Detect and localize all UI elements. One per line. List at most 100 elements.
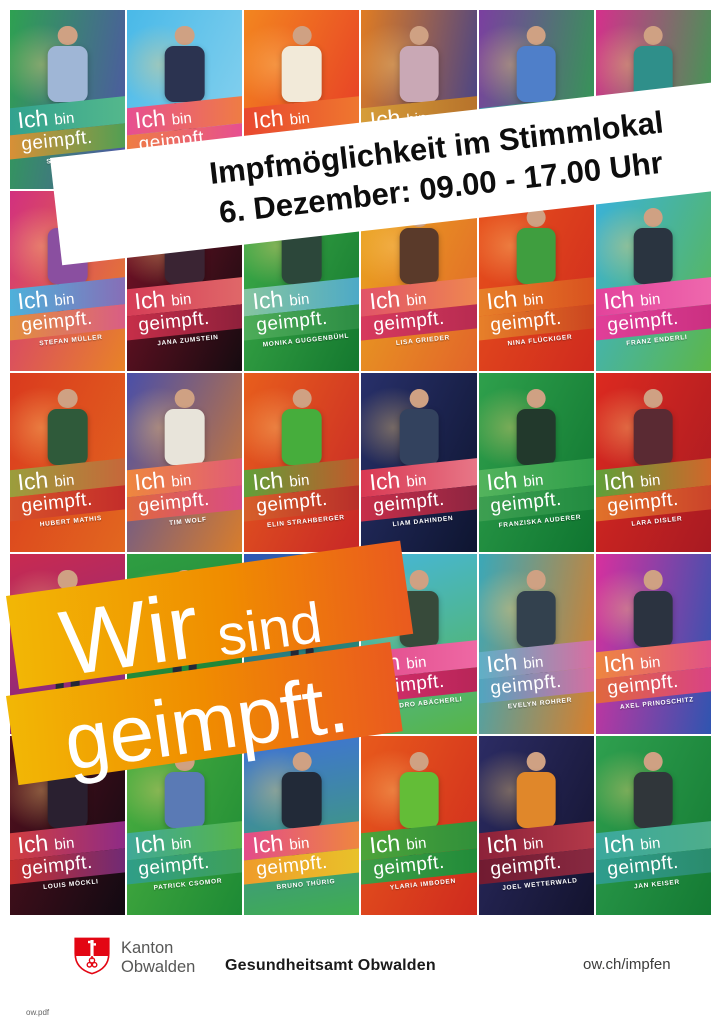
label-word-bin: bin [405,834,427,854]
person-torso [282,46,322,103]
ich-bin-geimpft-label: Ich bin geimpft. HUBERT MATHIS [10,458,126,532]
person-head [526,570,546,590]
person-head [643,751,664,771]
label-word-bin: bin [522,290,545,310]
person-head [175,26,195,46]
label-word-bin: bin [639,834,662,854]
label-word-ich: Ich [485,466,519,496]
person-head [409,570,429,590]
corner-filename-text: ow.pdf [26,1008,50,1017]
label-word-bin: bin [170,290,193,310]
label-word-bin: bin [522,472,545,492]
ich-bin-geimpft-label: Ich bin geimpft. YLARIA IMBODEN [361,820,477,895]
person-head [292,26,312,46]
label-word-ich: Ich [485,829,519,859]
person-torso [399,227,439,284]
person-head [643,26,664,46]
label-word-ich: Ich [16,466,50,496]
label-word-bin: bin [53,109,76,129]
kanton-obwalden-logo-icon [74,937,110,975]
person-torso [47,409,88,466]
person-tile: Ich bin geimpft. LIAM DAHINDEN [361,372,477,553]
ich-bin-geimpft-label: Ich bin geimpft. LISA GRIEDER [361,276,477,351]
person-torso [282,409,322,466]
person-tile: Ich bin geimpft. JOEL WETTERWALD [478,735,594,915]
canton-name-line-1: Kanton [121,939,174,957]
label-word-bin: bin [405,290,427,310]
ich-bin-geimpft-label: Ich bin geimpft. JANA ZUMSTEIN [127,276,243,351]
person-head [409,388,429,409]
ich-bin-geimpft-label: Ich bin geimpft. ELIN STRAHBERGER [244,458,360,532]
label-word-ich: Ich [16,103,50,134]
person-torso [516,227,556,284]
ich-bin-geimpft-label: Ich bin geimpft. JOEL WETTERWALD [478,820,594,895]
footer: Kanton Obwalden Gesundheitsamt Obwalden … [0,930,721,990]
label-word-bin: bin [288,834,310,854]
ich-bin-geimpft-label: Ich bin geimpft. LIAM DAHINDEN [361,458,477,532]
person-tile: Ich bin geimpft. EVELYN ROHRER [478,554,594,734]
person-torso [633,771,674,828]
person-head [57,388,78,409]
headline-word-sind: sind [213,590,326,669]
person-tile: Ich bin geimpft. LARA DISLER [595,372,711,553]
person-tile: Ich bin geimpft. BRUNO THÜRIG [244,735,360,915]
label-word-bin: bin [288,472,310,492]
canton-name: Kanton Obwalden [121,939,195,978]
person-head [409,751,429,771]
person-head [292,751,312,771]
person-torso [633,227,674,284]
label-word-ich: Ich [602,285,636,315]
person-tile: Ich bin geimpft. HUBERT MATHIS [10,372,126,553]
label-word-ich: Ich [367,829,402,859]
person-torso [399,46,439,103]
ich-bin-geimpft-label: Ich bin geimpft. LOUIS MÖCKLI [10,820,126,895]
label-word-bin: bin [288,290,310,310]
label-word-ich: Ich [16,285,50,315]
label-word-ich: Ich [250,829,285,859]
person-tile: Ich bin geimpft. SIMON KOCH [10,10,126,190]
label-word-bin: bin [522,834,545,854]
label-word-bin: bin [170,834,193,854]
person-torso [633,409,674,466]
label-word-bin: bin [639,653,662,673]
person-torso [516,46,556,103]
ich-bin-geimpft-label: Ich bin geimpft. AXEL PRINOSCHITZ [595,639,711,714]
label-word-ich: Ich [133,103,168,134]
ich-bin-geimpft-label: Ich bin geimpft. JAN KEISER [595,820,711,895]
label-word-ich: Ich [250,466,285,496]
person-tile: Ich bin geimpft. FRANZ ENDERLI [595,191,711,371]
person-torso [282,771,322,828]
label-word-ich: Ich [133,466,167,496]
person-head [292,388,312,409]
label-word-ich: Ich [602,829,636,859]
ich-bin-geimpft-label: Ich bin geimpft. BRUNO THÜRIG [244,820,360,895]
person-torso [399,771,439,828]
label-word-bin: bin [639,472,662,492]
label-word-bin: bin [53,290,76,310]
label-word-ich: Ich [133,829,167,859]
person-tile: Ich bin geimpft. NINA FLÜCKIGER [478,191,594,371]
person-tile: Ich bin geimpft. JAN KEISER [595,735,711,915]
person-tile: Ich bin geimpft. YLARIA IMBODEN [361,735,477,915]
label-word-bin: bin [171,109,193,129]
ich-bin-geimpft-label: Ich bin geimpft. FRANZISKA AUDERER [478,458,594,532]
person-head [526,26,546,46]
person-torso [164,409,205,466]
person-torso [164,771,205,828]
label-word-bin: bin [405,653,427,673]
label-word-ich: Ich [16,829,50,859]
person-head [175,388,195,409]
person-photo [511,570,562,710]
person-torso [633,590,674,647]
person-head [57,26,78,46]
label-word-ich: Ich [367,466,402,496]
label-word-ich: Ich [602,648,636,678]
person-head [643,570,664,590]
ich-bin-geimpft-label: Ich bin geimpft. STEFAN MÜLLER [10,276,126,351]
department-name: Gesundheitsamt Obwalden [225,957,436,974]
person-head [526,751,546,771]
label-word-ich: Ich [133,285,167,315]
campaign-url: ow.ch/impfen [583,956,671,973]
person-torso [516,771,556,828]
label-word-ich: Ich [367,285,402,315]
